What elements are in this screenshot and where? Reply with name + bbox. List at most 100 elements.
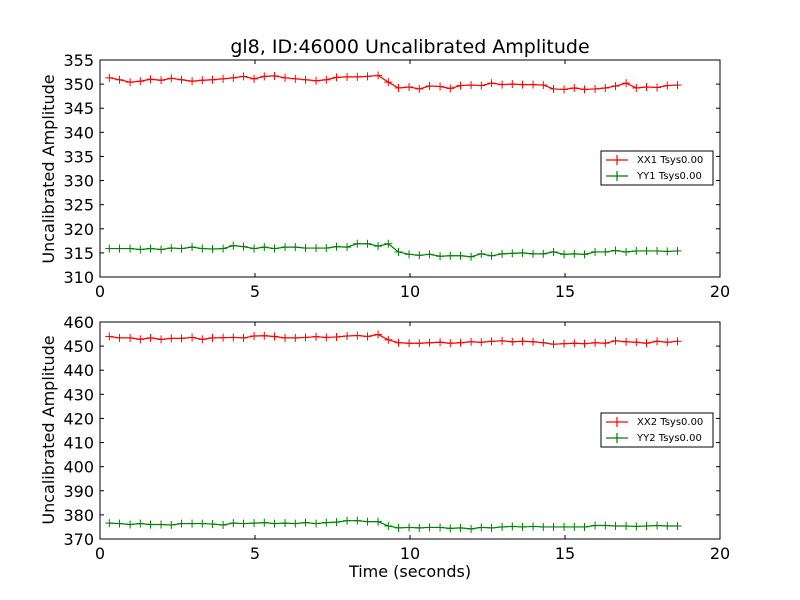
x-tick-label-bottom: 20 xyxy=(710,544,730,563)
data-point-yy2 xyxy=(498,522,507,531)
data-point-xx1 xyxy=(632,83,641,92)
data-point-xx1 xyxy=(343,72,352,81)
data-point-xx2 xyxy=(611,336,620,345)
data-point-xx2 xyxy=(208,333,217,342)
data-point-xx1 xyxy=(529,80,538,89)
data-point-yy1 xyxy=(446,251,455,260)
data-point-yy2 xyxy=(425,523,434,532)
data-point-xx1 xyxy=(157,76,166,85)
data-point-yy1 xyxy=(239,242,248,251)
data-point-xx1 xyxy=(208,75,217,84)
data-point-xx1 xyxy=(663,81,672,90)
data-point-yy1 xyxy=(363,239,372,248)
y-tick-label-top: 340 xyxy=(63,123,94,142)
x-ticks-top: 0 5 10 15 20 xyxy=(95,60,730,301)
data-point-yy2 xyxy=(508,522,517,531)
data-point-xx1 xyxy=(622,79,631,88)
data-point-yy1 xyxy=(425,250,434,259)
data-point-xx2 xyxy=(353,331,362,340)
data-point-xx2 xyxy=(126,333,135,342)
data-point-yy2 xyxy=(436,523,445,532)
x-ticks-bottom: 0 5 10 15 20 xyxy=(95,322,730,563)
data-point-xx1 xyxy=(177,75,186,84)
data-point-yy1 xyxy=(518,248,527,257)
data-point-xx2 xyxy=(477,338,486,347)
data-point-yy2 xyxy=(673,521,682,530)
data-point-xx2 xyxy=(642,339,651,348)
data-point-yy2 xyxy=(136,519,145,528)
data-point-xx2 xyxy=(498,336,507,345)
data-point-xx2 xyxy=(167,334,176,343)
data-point-yy1 xyxy=(177,244,186,253)
data-point-xx2 xyxy=(188,333,197,342)
data-point-xx2 xyxy=(115,333,124,342)
data-point-yy1 xyxy=(539,249,548,258)
data-point-yy2 xyxy=(529,522,538,531)
data-point-yy2 xyxy=(394,523,403,532)
data-point-yy1 xyxy=(198,244,207,253)
data-point-yy2 xyxy=(301,518,310,527)
data-point-yy1 xyxy=(115,244,124,253)
data-point-yy2 xyxy=(487,523,496,532)
data-point-yy1 xyxy=(281,243,290,252)
data-point-yy2 xyxy=(384,521,393,530)
data-point-yy2 xyxy=(312,519,321,528)
data-point-xx2 xyxy=(436,338,445,347)
y-tick-label-top: 335 xyxy=(63,147,94,166)
data-point-xx1 xyxy=(487,79,496,88)
data-point-xx1 xyxy=(301,75,310,84)
data-point-xx1 xyxy=(291,74,300,83)
data-point-xx1 xyxy=(591,84,600,93)
data-point-xx2 xyxy=(539,338,548,347)
data-point-xx2 xyxy=(136,335,145,344)
data-point-yy1 xyxy=(208,245,217,254)
data-point-yy1 xyxy=(322,244,331,253)
x-axis-label: Time (seconds) xyxy=(348,562,471,581)
data-point-yy1 xyxy=(219,244,228,253)
data-point-yy2 xyxy=(374,517,383,526)
y-tick-label-top: 325 xyxy=(63,196,94,215)
y-tick-label-bottom: 410 xyxy=(63,434,94,453)
legend-box xyxy=(600,412,714,448)
data-point-xx1 xyxy=(115,75,124,84)
data-point-xx1 xyxy=(653,83,662,92)
x-tick-label-bottom: 0 xyxy=(95,544,105,563)
data-point-xx2 xyxy=(384,335,393,344)
data-point-yy1 xyxy=(436,252,445,261)
y-tick-label-bottom: 400 xyxy=(63,458,94,477)
data-point-xx1 xyxy=(518,80,527,89)
data-point-yy2 xyxy=(580,522,589,531)
data-point-xx2 xyxy=(425,338,434,347)
data-point-xx2 xyxy=(229,333,238,342)
data-point-yy2 xyxy=(415,523,424,532)
data-point-yy2 xyxy=(353,516,362,525)
data-point-xx2 xyxy=(601,339,610,348)
data-point-yy2 xyxy=(208,520,217,529)
data-point-xx2 xyxy=(363,332,372,341)
data-point-xx2 xyxy=(446,339,455,348)
x-tick-label-top: 10 xyxy=(400,282,420,301)
y-tick-label-bottom: 440 xyxy=(63,361,94,380)
y-tick-label-top: 355 xyxy=(63,51,94,70)
data-point-yy2 xyxy=(177,519,186,528)
data-point-xx1 xyxy=(539,81,548,90)
data-point-xx2 xyxy=(177,334,186,343)
data-point-xx1 xyxy=(219,74,228,83)
data-point-yy1 xyxy=(611,246,620,255)
data-point-xx1 xyxy=(549,84,558,93)
data-point-xx1 xyxy=(415,84,424,93)
data-point-yy1 xyxy=(456,251,465,260)
data-point-yy1 xyxy=(673,246,682,255)
data-point-xx2 xyxy=(332,332,341,341)
data-point-xx1 xyxy=(446,84,455,93)
y-tick-label-bottom: 430 xyxy=(63,385,94,404)
data-point-yy1 xyxy=(136,245,145,254)
y-tick-label-bottom: 370 xyxy=(63,530,94,549)
data-point-xx1 xyxy=(374,71,383,80)
data-point-xx2 xyxy=(456,338,465,347)
y-tick-label-top: 345 xyxy=(63,99,94,118)
x-tick-label-top: 0 xyxy=(95,282,105,301)
y-tick-label-top: 315 xyxy=(63,244,94,263)
data-point-xx1 xyxy=(105,73,114,82)
